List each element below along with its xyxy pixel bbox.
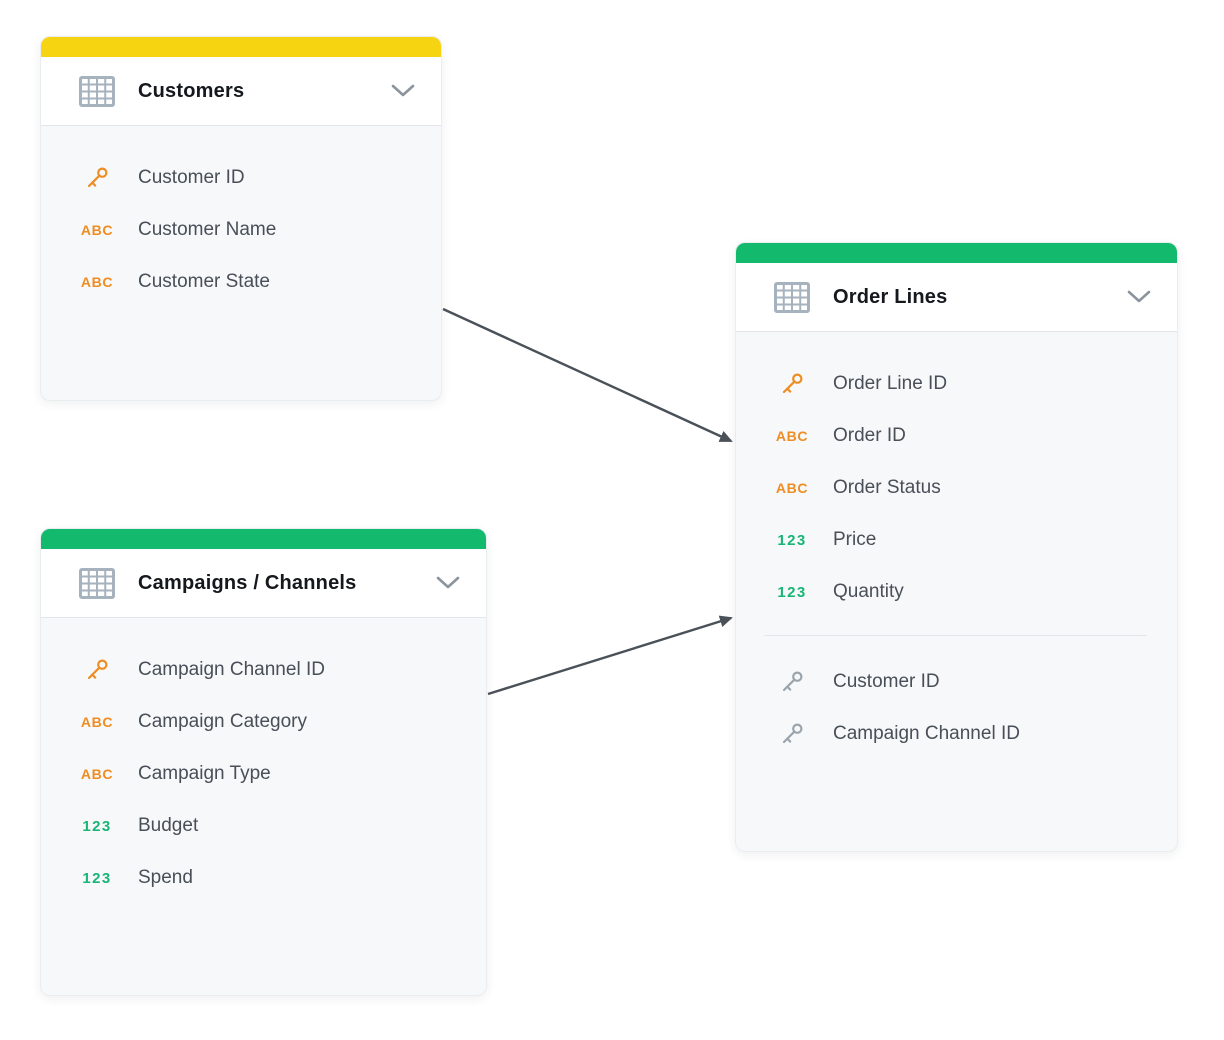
primary-key-icon xyxy=(75,657,119,683)
text-type-icon: ABC xyxy=(775,480,809,496)
field-fk-campaign-channel-id[interactable]: Campaign Channel ID xyxy=(736,708,1177,760)
chevron-down-icon[interactable] xyxy=(391,84,415,98)
field-name: Order Line ID xyxy=(833,373,948,394)
text-type-icon: ABC xyxy=(80,714,114,730)
primary-key-icon xyxy=(770,371,814,397)
foreign-key-icon xyxy=(770,721,814,747)
field-name: Price xyxy=(833,529,877,550)
field-name: Order ID xyxy=(833,425,906,446)
field-list: Campaign Channel ID ABC Campaign Categor… xyxy=(41,618,486,995)
number-type-icon: 123 xyxy=(82,817,112,835)
text-type-icon: ABC xyxy=(80,222,114,238)
field-customer-id[interactable]: Customer ID xyxy=(41,152,441,204)
field-customer-state[interactable]: ABC Customer State xyxy=(41,256,441,308)
field-customer-name[interactable]: ABC Customer Name xyxy=(41,204,441,256)
field-name: Budget xyxy=(138,815,199,836)
text-type-icon: ABC xyxy=(80,766,114,782)
field-fk-customer-id[interactable]: Customer ID xyxy=(736,656,1177,708)
relationship-arrow-customers-to-order-lines[interactable] xyxy=(442,307,733,443)
foreign-key-icon xyxy=(770,669,814,695)
chevron-down-icon[interactable] xyxy=(436,576,460,590)
field-group-divider xyxy=(764,635,1147,636)
field-budget[interactable]: 123 Budget xyxy=(41,800,486,852)
primary-key-icon xyxy=(75,165,119,191)
number-type-icon: 123 xyxy=(777,531,807,549)
field-name: Campaign Type xyxy=(138,763,271,784)
field-spend[interactable]: 123 Spend xyxy=(41,852,486,904)
table-grid-icon xyxy=(75,567,119,599)
field-price[interactable]: 123 Price xyxy=(736,514,1177,566)
field-name: Quantity xyxy=(833,581,904,602)
table-grid-icon xyxy=(770,281,814,313)
field-list: Customer ID ABC Customer Name ABC Custom… xyxy=(41,126,441,400)
text-type-icon: ABC xyxy=(775,428,809,444)
field-name: Customer ID xyxy=(833,671,940,692)
field-campaign-category[interactable]: ABC Campaign Category xyxy=(41,696,486,748)
field-name: Campaign Channel ID xyxy=(833,723,1020,744)
field-name: Spend xyxy=(138,867,193,888)
number-type-icon: 123 xyxy=(82,869,112,887)
number-type-icon: 123 xyxy=(777,583,807,601)
table-header-customers[interactable]: Customers xyxy=(41,57,441,126)
field-name: Customer State xyxy=(138,271,270,292)
table-header-order-lines[interactable]: Order Lines xyxy=(736,263,1177,332)
field-campaign-channel-id[interactable]: Campaign Channel ID xyxy=(41,644,486,696)
field-name: Customer ID xyxy=(138,167,245,188)
table-title: Order Lines xyxy=(833,285,948,308)
table-title: Campaigns / Channels xyxy=(138,571,357,594)
table-card-campaigns-channels[interactable]: Campaigns / Channels Campaign Channel ID… xyxy=(40,528,487,996)
field-list: Order Line ID ABC Order ID ABC Order Sta… xyxy=(736,332,1177,851)
field-order-id[interactable]: ABC Order ID xyxy=(736,410,1177,462)
field-campaign-type[interactable]: ABC Campaign Type xyxy=(41,748,486,800)
text-type-icon: ABC xyxy=(80,274,114,290)
accent-bar xyxy=(736,243,1177,263)
field-name: Campaign Category xyxy=(138,711,307,732)
field-order-status[interactable]: ABC Order Status xyxy=(736,462,1177,514)
relationship-arrow-campaigns-channels-to-order-lines[interactable] xyxy=(487,615,733,696)
accent-bar xyxy=(41,37,441,57)
table-card-customers[interactable]: Customers Customer ID ABC Customer Name … xyxy=(40,36,442,401)
field-quantity[interactable]: 123 Quantity xyxy=(736,566,1177,618)
table-grid-icon xyxy=(75,75,119,107)
field-order-line-id[interactable]: Order Line ID xyxy=(736,358,1177,410)
table-header-campaigns-channels[interactable]: Campaigns / Channels xyxy=(41,549,486,618)
field-name: Campaign Channel ID xyxy=(138,659,325,680)
accent-bar xyxy=(41,529,486,549)
table-card-order-lines[interactable]: Order Lines Order Line ID ABC Order ID A… xyxy=(735,242,1178,852)
field-name: Customer Name xyxy=(138,219,277,240)
field-name: Order Status xyxy=(833,477,941,498)
chevron-down-icon[interactable] xyxy=(1127,290,1151,304)
table-title: Customers xyxy=(138,79,245,102)
